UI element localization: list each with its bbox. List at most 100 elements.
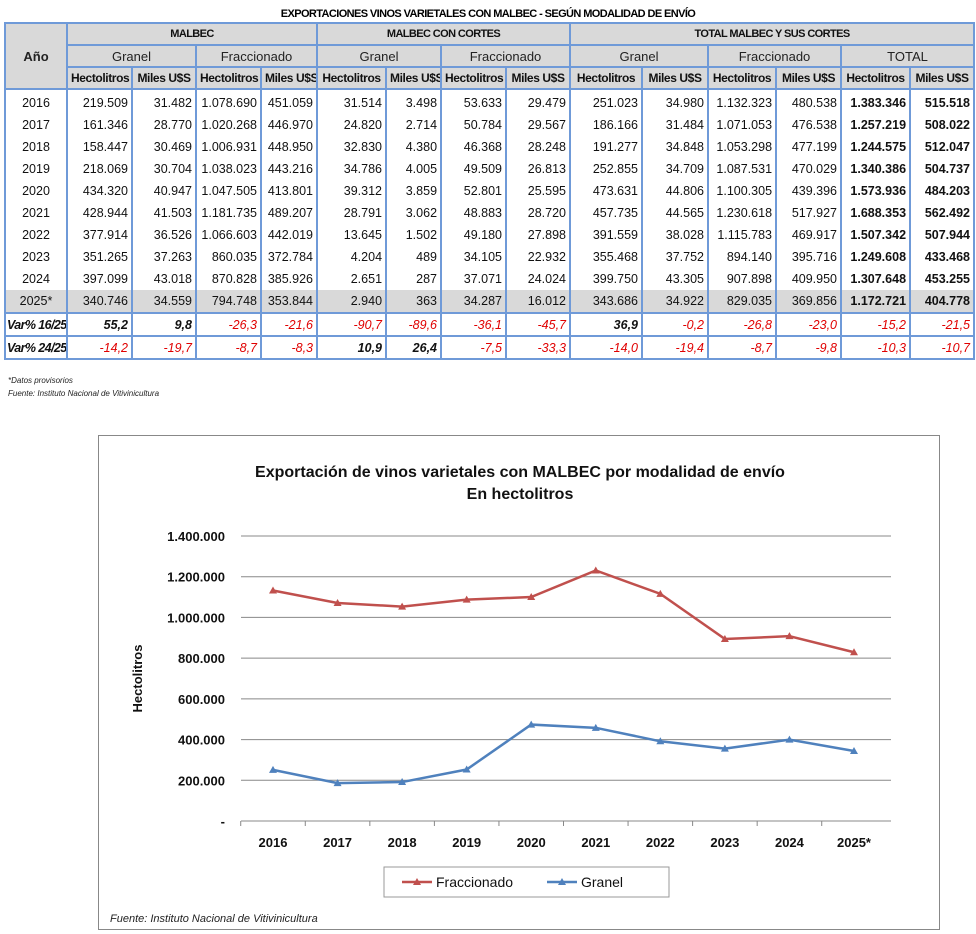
value-cell: 22.932: [505, 246, 572, 268]
year-cell: 2016: [4, 89, 68, 114]
value-cell: 34.709: [641, 158, 710, 180]
table-row: 2018 158.447 30.469 1.006.931 448.950 32.830 4…: [4, 136, 976, 158]
table-row: 2023 351.265 37.263 860.035 372.784 4.204 489 3…: [4, 246, 976, 268]
variation-row: Var% 24/25 -14,2 -19,7 -8,7 -8,3 10,9 26,4 -7,5…: [4, 335, 976, 360]
subgroup-header: TOTAL: [840, 44, 976, 68]
value-cell: 4.005: [385, 158, 443, 180]
value-cell: 1.100.305: [707, 180, 778, 202]
subgroup-header: Fraccionado: [440, 44, 572, 68]
value-cell: 1.307.648: [840, 268, 912, 290]
value-cell: 907.898: [707, 268, 778, 290]
column-header: Hectolitros: [707, 66, 778, 90]
value-cell: 43.305: [641, 268, 710, 290]
y-tick-label: 400.000: [178, 733, 225, 748]
value-cell: 48.883: [440, 202, 508, 224]
value-cell: 31.482: [131, 89, 197, 114]
year-cell: 2024: [4, 268, 68, 290]
value-cell: 413.801: [259, 180, 319, 202]
value-cell: 3.859: [385, 180, 443, 202]
group-header: MALBEC: [65, 22, 319, 46]
value-cell: 1.688.353: [840, 202, 912, 224]
column-header: Miles U$S: [505, 66, 572, 90]
variation-cell: 10,9: [316, 335, 388, 360]
variation-cell: -45,7: [505, 312, 572, 337]
value-cell: 4.204: [316, 246, 388, 268]
value-cell: 34.848: [641, 136, 710, 158]
value-cell: 36.526: [131, 224, 197, 246]
value-cell: 252.855: [569, 158, 644, 180]
column-header: Hectolitros: [66, 66, 133, 90]
y-tick-label: 1.000.000: [167, 610, 225, 625]
column-header: Miles U$S: [259, 66, 319, 90]
value-cell: 41.503: [131, 202, 197, 224]
value-cell: 1.507.342: [840, 224, 912, 246]
column-header: Miles U$S: [131, 66, 197, 90]
variation-cell: -36,1: [440, 312, 508, 337]
value-cell: 34.287: [440, 290, 508, 313]
y-tick-label: 600.000: [178, 692, 225, 707]
series-line-fraccionado: [272, 569, 855, 654]
line-chart: Exportación de vinos varietales con MALB…: [110, 464, 891, 925]
value-cell: 32.830: [316, 136, 388, 158]
variation-label: Var% 24/25: [4, 335, 68, 360]
value-cell: 37.752: [641, 246, 710, 268]
column-header: Miles U$S: [775, 66, 843, 90]
value-cell: 251.023: [569, 89, 644, 114]
group-header: TOTAL MALBEC Y SUS CORTES: [569, 22, 976, 46]
x-tick-label: 2017: [323, 835, 352, 850]
variation-cell: -7,5: [440, 335, 508, 360]
variation-cell: -21,5: [909, 312, 976, 337]
value-cell: 512.047: [909, 136, 976, 158]
value-cell: 385.926: [259, 268, 319, 290]
value-cell: 191.277: [569, 136, 644, 158]
value-cell: 46.368: [440, 136, 508, 158]
variation-cell: -9,8: [775, 335, 843, 360]
value-cell: 37.071: [440, 268, 508, 290]
value-cell: 34.559: [131, 290, 197, 313]
value-cell: 38.028: [641, 224, 710, 246]
column-header: Hectolitros: [440, 66, 508, 90]
variation-cell: -15,2: [840, 312, 912, 337]
data-point-fraccionado: [269, 586, 277, 594]
value-cell: 29.567: [505, 114, 572, 136]
value-cell: 28.720: [505, 202, 572, 224]
data-point-fraccionado: [720, 634, 729, 642]
value-cell: 1.020.268: [195, 114, 262, 136]
value-cell: 1.181.735: [195, 202, 262, 224]
value-cell: 49.180: [440, 224, 508, 246]
x-tick-label: 2021: [581, 835, 610, 850]
legend-label: Fraccionado: [436, 874, 513, 890]
y-axis-label: Hectolitros: [130, 645, 145, 713]
value-cell: 30.469: [131, 136, 197, 158]
year-cell: 2021: [4, 202, 68, 224]
value-cell: 363: [385, 290, 443, 313]
value-cell: 484.203: [909, 180, 976, 202]
x-tick-label: 2020: [517, 835, 546, 850]
value-cell: 28.248: [505, 136, 572, 158]
value-cell: 473.631: [569, 180, 644, 202]
value-cell: 860.035: [195, 246, 262, 268]
year-cell: 2017: [4, 114, 68, 136]
x-tick-label: 2016: [259, 835, 288, 850]
value-cell: 377.914: [66, 224, 133, 246]
value-cell: 504.737: [909, 158, 976, 180]
value-cell: 870.828: [195, 268, 262, 290]
table-row: 2021 428.944 41.503 1.181.735 489.207 28.791 3…: [4, 202, 976, 224]
value-cell: 446.970: [259, 114, 319, 136]
value-cell: 34.105: [440, 246, 508, 268]
value-cell: 1.115.783: [707, 224, 778, 246]
footnote: *Datos provisorios: [8, 376, 73, 385]
value-cell: 409.950: [775, 268, 843, 290]
value-cell: 1.244.575: [840, 136, 912, 158]
variation-label: Var% 16/25: [4, 312, 68, 337]
value-cell: 794.748: [195, 290, 262, 313]
data-point-granel: [656, 737, 665, 745]
value-cell: 31.484: [641, 114, 710, 136]
variation-cell: -8,7: [707, 335, 778, 360]
x-tick-label: 2024: [775, 835, 805, 850]
year-cell: 2020: [4, 180, 68, 202]
table-title: EXPORTACIONES VINOS VARIETALES CON MALBE…: [280, 8, 696, 20]
value-cell: 2.651: [316, 268, 388, 290]
y-tick-label: -: [221, 814, 225, 829]
value-cell: 397.099: [66, 268, 133, 290]
